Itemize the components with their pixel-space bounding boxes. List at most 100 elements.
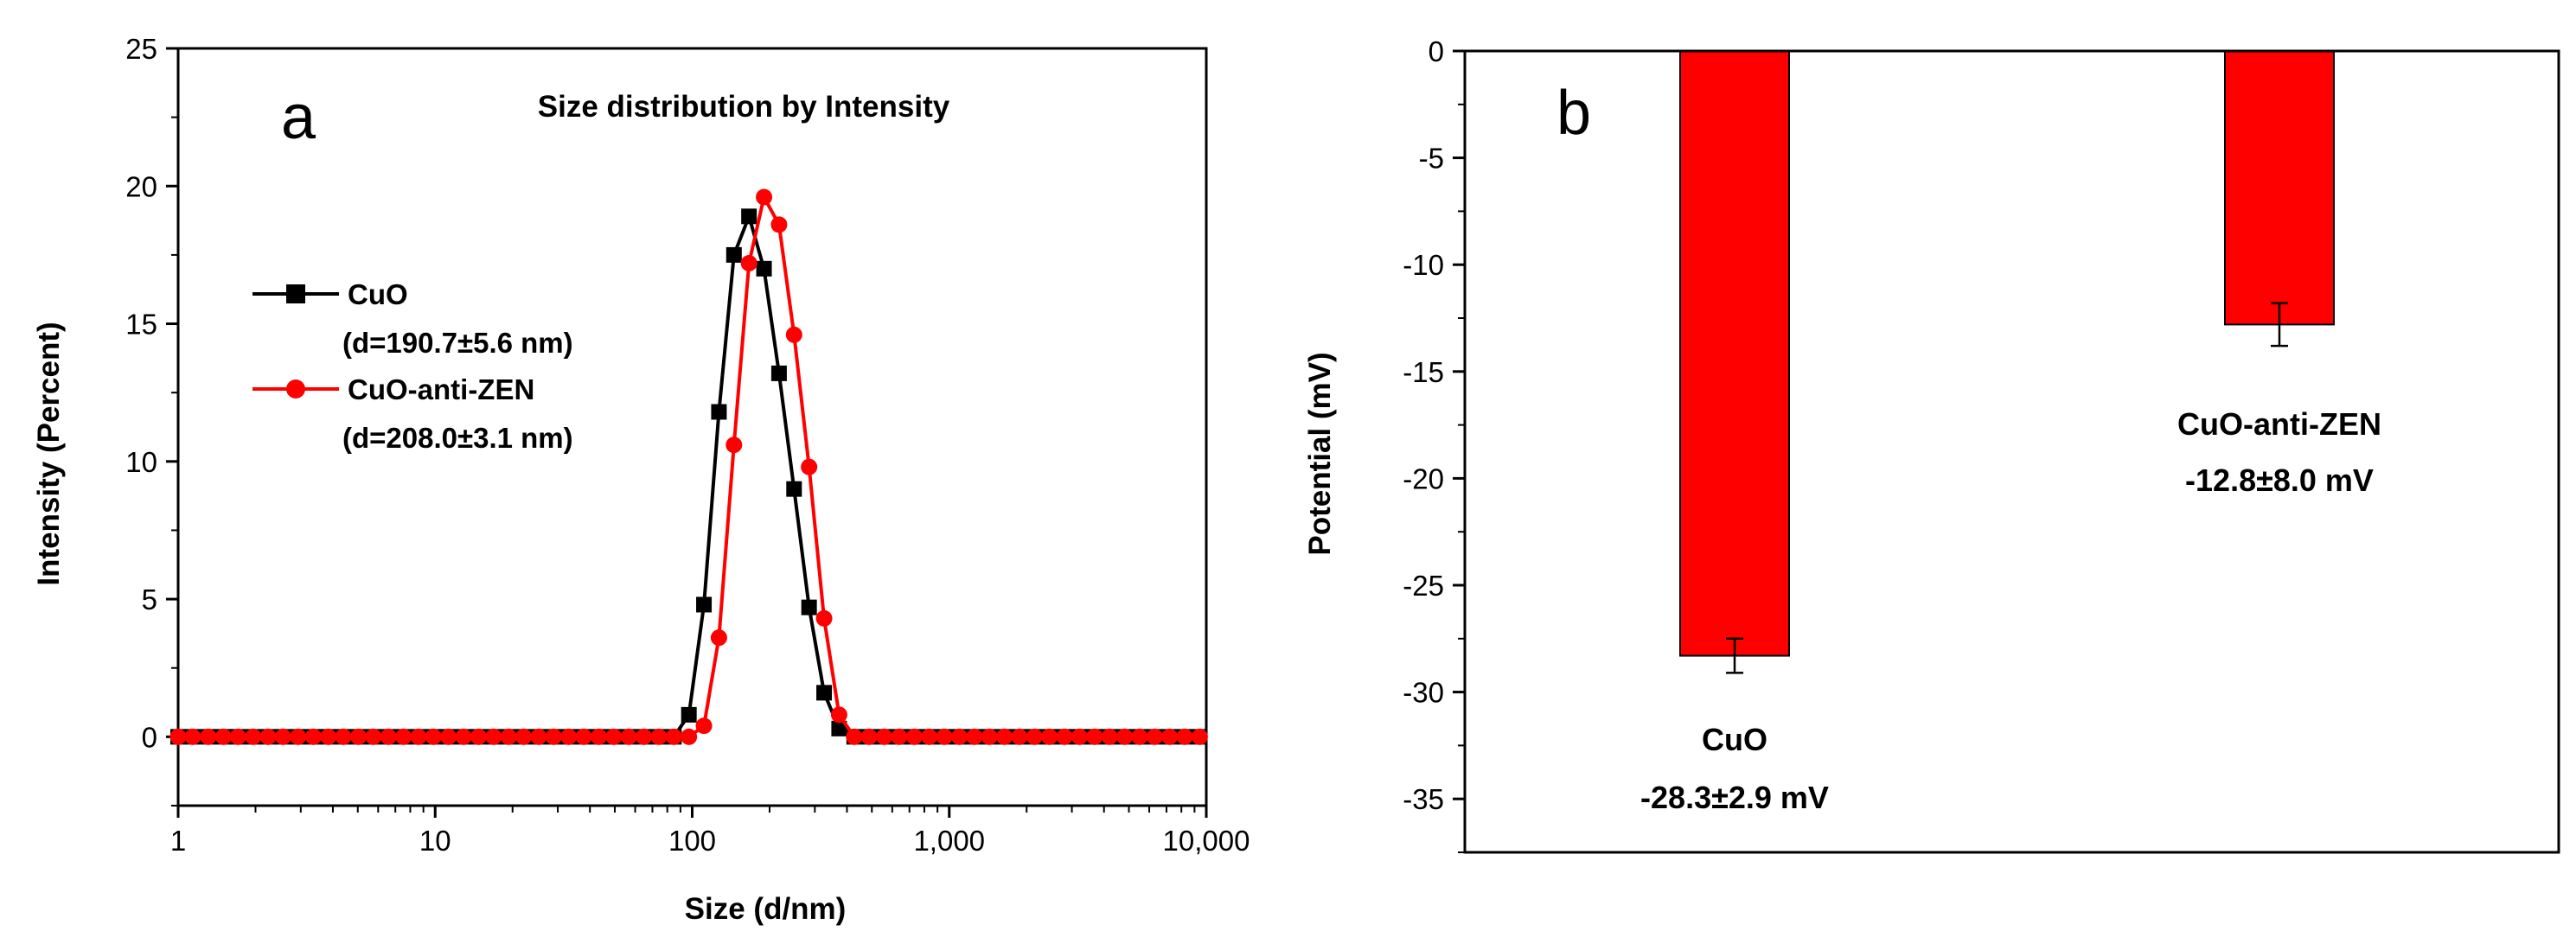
data-point bbox=[455, 728, 472, 745]
data-point bbox=[200, 728, 217, 745]
data-point bbox=[350, 728, 368, 745]
data-point bbox=[1071, 728, 1088, 745]
data-point bbox=[274, 728, 291, 745]
data-point bbox=[470, 728, 487, 745]
data-point bbox=[184, 728, 201, 745]
data-point bbox=[756, 188, 773, 206]
data-point bbox=[710, 629, 727, 647]
data-point bbox=[395, 728, 412, 745]
chart-a-series bbox=[169, 188, 1208, 745]
data-point bbox=[1101, 728, 1118, 745]
y-tick-label-b: -35 bbox=[1403, 783, 1444, 815]
data-point bbox=[560, 728, 578, 745]
y-tick-label-b: -15 bbox=[1403, 356, 1444, 388]
data-point bbox=[740, 254, 757, 271]
y-tick-label-a: 20 bbox=[125, 170, 157, 202]
data-point bbox=[214, 728, 232, 745]
chart-b-ticks: 0 -5 -10 -15 -20 -25 -30 -35 bbox=[1403, 35, 1465, 853]
x-tick-label-a: 100 bbox=[668, 825, 716, 857]
data-point bbox=[650, 728, 668, 745]
data-point bbox=[681, 706, 697, 723]
y-tick-label-a: 15 bbox=[125, 309, 157, 341]
data-point bbox=[966, 728, 983, 745]
bar-value-label: -28.3±2.9 mV bbox=[1640, 780, 1829, 815]
data-point bbox=[741, 208, 757, 225]
data-point bbox=[860, 728, 878, 745]
size-distribution-chart: 1 10 100 1,000 10,000 0 5 10 15 20 25 a Size distr… bbox=[32, 33, 1250, 926]
x-tick-label-a: 10 bbox=[419, 825, 451, 857]
data-point bbox=[1086, 728, 1103, 745]
y-tick-label-b: -5 bbox=[1419, 143, 1444, 175]
chart-a-y-axis-title: Intensity (Percent) bbox=[32, 322, 66, 585]
bar-cuo-anti-zen bbox=[2224, 50, 2335, 347]
bar-category-label: CuO-anti-ZEN bbox=[2177, 406, 2381, 442]
data-point bbox=[770, 365, 787, 381]
data-point bbox=[365, 728, 382, 745]
panel-label-b: b bbox=[1556, 79, 1591, 148]
data-point bbox=[996, 728, 1013, 745]
data-point bbox=[304, 728, 322, 745]
data-point bbox=[950, 728, 968, 745]
data-point bbox=[1116, 728, 1134, 745]
data-point bbox=[425, 728, 442, 745]
data-point bbox=[440, 728, 457, 745]
chart-b-y-axis-title: Potential (mV) bbox=[1303, 352, 1337, 555]
legend-label-cuo: CuO bbox=[348, 278, 408, 310]
data-point bbox=[169, 728, 187, 745]
data-point bbox=[981, 728, 998, 745]
y-tick-label-a: 0 bbox=[142, 721, 157, 753]
data-point bbox=[711, 404, 727, 420]
bar bbox=[1679, 50, 1790, 657]
data-point bbox=[681, 728, 698, 745]
bar-cuo bbox=[1679, 50, 1790, 674]
x-tick-label-a: 1 bbox=[170, 825, 186, 857]
data-point bbox=[245, 728, 262, 745]
data-point bbox=[1056, 728, 1073, 745]
x-tick-label-a: 1,000 bbox=[913, 825, 985, 857]
data-point bbox=[830, 706, 847, 724]
data-point bbox=[620, 728, 637, 745]
data-point bbox=[831, 720, 847, 736]
data-point bbox=[500, 728, 517, 745]
y-tick-label-b: -25 bbox=[1403, 570, 1444, 602]
data-point bbox=[605, 728, 623, 745]
data-point bbox=[636, 728, 653, 745]
data-point bbox=[1146, 728, 1163, 745]
data-point bbox=[815, 609, 833, 627]
data-point bbox=[1161, 728, 1179, 745]
legend-marker-cuo-anti-zen bbox=[286, 379, 305, 398]
data-point bbox=[665, 728, 682, 745]
data-point bbox=[320, 728, 337, 745]
data-point bbox=[1131, 728, 1148, 745]
data-point bbox=[891, 728, 908, 745]
data-point bbox=[785, 326, 802, 343]
series-cuo bbox=[170, 208, 1208, 745]
data-point bbox=[905, 728, 923, 745]
data-point bbox=[335, 728, 352, 745]
data-point bbox=[801, 599, 817, 615]
data-point bbox=[545, 728, 562, 745]
chart-b-frame bbox=[1463, 49, 2560, 854]
y-tick-label-a: 10 bbox=[125, 446, 157, 478]
x-tick-label-a: 10,000 bbox=[1163, 825, 1250, 857]
chart-a-frame bbox=[176, 47, 1208, 807]
data-point bbox=[515, 728, 533, 745]
zeta-potential-chart: 0 -5 -10 -15 -20 -25 -30 -35 b Potential (mV) C… bbox=[1303, 35, 2560, 854]
data-point bbox=[380, 728, 397, 745]
data-point bbox=[410, 728, 427, 745]
data-point bbox=[725, 437, 743, 454]
panel-label-a: a bbox=[281, 83, 316, 152]
data-point bbox=[1191, 728, 1208, 745]
chart-a-title: Size distribution by Intensity bbox=[538, 90, 950, 124]
data-point bbox=[756, 260, 772, 277]
y-tick-label-b: -10 bbox=[1403, 249, 1444, 281]
data-point bbox=[575, 728, 592, 745]
chart-a-legend: CuO (d=190.7±5.6 nm) CuO-anti-ZEN (d=208… bbox=[252, 278, 573, 454]
chart-b-bar-labels: CuO -28.3±2.9 mV CuO-anti-ZEN -12.8±8.0 mV bbox=[1640, 406, 2381, 815]
chart-a-x-axis-title: Size (d/nm) bbox=[685, 892, 847, 926]
data-point bbox=[485, 728, 502, 745]
data-point bbox=[1026, 728, 1043, 745]
legend-detail-cuo: (d=190.7±5.6 nm) bbox=[342, 327, 573, 359]
legend-label-cuo-anti-zen: CuO-anti-ZEN bbox=[348, 373, 534, 405]
